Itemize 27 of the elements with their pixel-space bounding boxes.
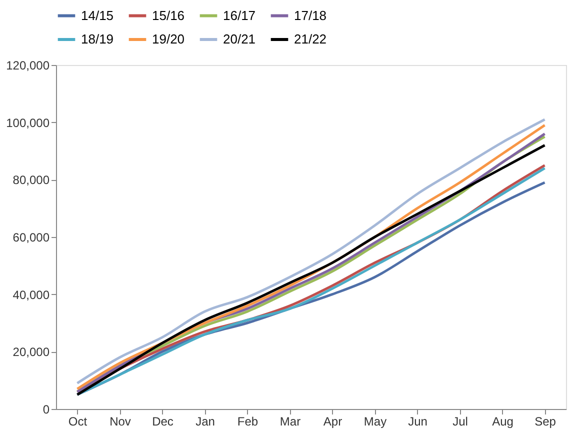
x-tick-label: Dec <box>152 414 174 428</box>
x-tick-label: Jan <box>196 414 215 428</box>
y-tick-label: 20,000 <box>12 345 50 360</box>
legend-label: 17/18 <box>294 8 327 23</box>
x-tick-label: Jul <box>452 414 468 428</box>
y-tick-label: 80,000 <box>12 173 50 188</box>
x-tick-label: Aug <box>492 414 514 428</box>
x-tick-label: Feb <box>237 414 258 428</box>
x-tick-label: Apr <box>323 414 342 428</box>
x-tick-label: Sep <box>534 414 556 428</box>
y-tick-label: 0 <box>42 402 50 416</box>
y-tick-label: 60,000 <box>12 230 50 244</box>
x-tick-label: Jun <box>408 414 428 428</box>
y-tick-label: 100,000 <box>6 116 50 130</box>
y-tick-label: 120,000 <box>6 58 50 72</box>
legend-label: 15/16 <box>152 8 185 23</box>
legend-label: 16/17 <box>223 8 256 23</box>
x-tick-label: Oct <box>68 414 88 428</box>
x-tick-label: May <box>364 414 387 428</box>
legend-label: 18/19 <box>81 32 114 46</box>
x-tick-label: Mar <box>280 414 301 428</box>
legend-label: 14/15 <box>81 8 114 23</box>
legend-label: 21/22 <box>294 32 327 46</box>
legend-label: 20/21 <box>223 32 256 46</box>
y-tick-label: 40,000 <box>12 288 50 302</box>
legend-label: 19/20 <box>152 32 185 46</box>
x-tick-label: Nov <box>110 414 131 428</box>
